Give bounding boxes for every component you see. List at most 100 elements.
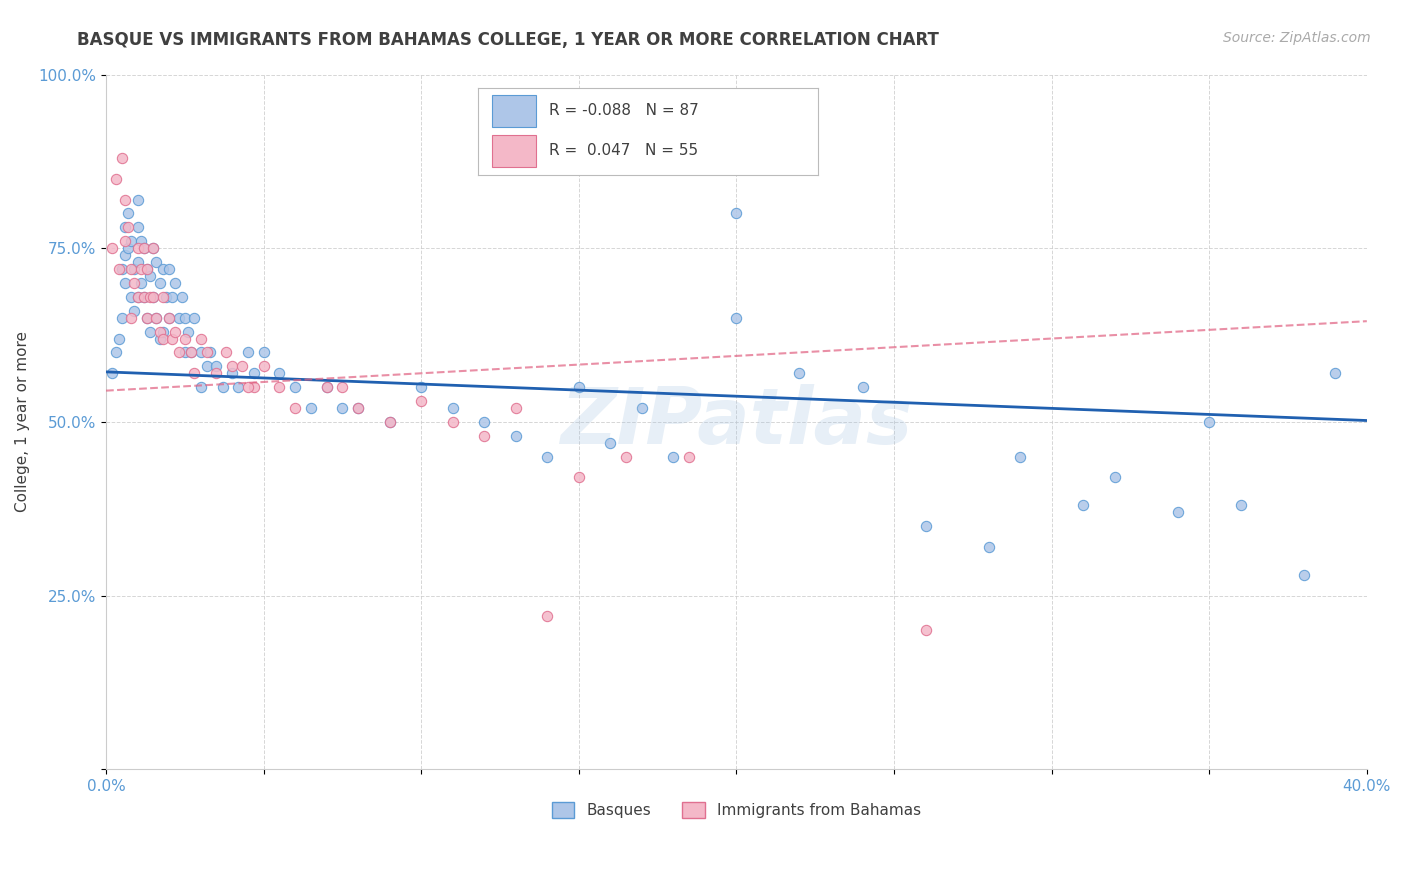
Point [441, 415, 464, 429]
Point [129, 234, 152, 248]
Point [120, 310, 142, 325]
Point [243, 380, 266, 394]
Point [914, 519, 936, 533]
Point [162, 332, 184, 346]
Point [243, 366, 266, 380]
Point [114, 248, 136, 262]
Point [117, 241, 139, 255]
Point [347, 401, 370, 415]
Point [1324, 366, 1347, 380]
Point [378, 415, 401, 429]
Point [347, 401, 370, 415]
Point [183, 366, 205, 380]
Point [124, 262, 146, 277]
Point [139, 290, 162, 304]
Point [142, 290, 165, 304]
Point [472, 415, 495, 429]
Point [114, 276, 136, 290]
Point [101, 241, 124, 255]
Point [149, 276, 172, 290]
Point [1198, 415, 1220, 429]
Point [139, 268, 162, 283]
Point [114, 234, 136, 248]
Point [315, 380, 337, 394]
Point [155, 290, 177, 304]
Point [157, 262, 180, 277]
Point [132, 290, 155, 304]
Point [145, 255, 167, 269]
Point [114, 220, 136, 235]
Point [441, 401, 464, 415]
Point [332, 401, 354, 415]
Point [157, 310, 180, 325]
Point [195, 345, 218, 359]
Text: Source: ZipAtlas.com: Source: ZipAtlas.com [1223, 31, 1371, 45]
Point [1104, 470, 1126, 484]
Point [378, 415, 401, 429]
Point [139, 325, 162, 339]
Point [127, 290, 149, 304]
Point [117, 206, 139, 220]
Point [124, 303, 146, 318]
Point [228, 380, 250, 394]
Point [136, 310, 159, 325]
Point [269, 380, 291, 394]
Point [104, 171, 127, 186]
Point [236, 345, 259, 359]
Legend: Basques, Immigrants from Bahamas: Basques, Immigrants from Bahamas [546, 796, 928, 824]
Point [284, 380, 307, 394]
Point [107, 262, 129, 277]
Point [215, 345, 238, 359]
Point [132, 241, 155, 255]
Point [104, 345, 127, 359]
Point [180, 345, 202, 359]
Point [167, 345, 190, 359]
Point [614, 450, 637, 464]
Point [152, 262, 174, 277]
Point [505, 429, 527, 443]
Point [914, 624, 936, 638]
Point [505, 401, 527, 415]
Point [165, 325, 187, 339]
Point [678, 450, 700, 464]
Point [472, 429, 495, 443]
Point [599, 435, 621, 450]
Point [111, 310, 134, 325]
Point [132, 241, 155, 255]
Point [114, 193, 136, 207]
Point [127, 255, 149, 269]
Point [177, 325, 200, 339]
Point [152, 332, 174, 346]
Point [231, 359, 253, 374]
Point [977, 540, 1000, 554]
Point [253, 359, 276, 374]
Point [173, 310, 195, 325]
Point [120, 290, 142, 304]
Point [173, 332, 195, 346]
Point [269, 366, 291, 380]
Point [315, 380, 337, 394]
Point [195, 359, 218, 374]
Point [284, 401, 307, 415]
Point [117, 220, 139, 235]
Point [536, 450, 558, 464]
Point [211, 380, 233, 394]
Point [162, 290, 184, 304]
Point [167, 310, 190, 325]
Point [129, 276, 152, 290]
Point [236, 380, 259, 394]
Point [631, 401, 654, 415]
Point [111, 262, 134, 277]
Point [180, 345, 202, 359]
Point [205, 366, 228, 380]
Point [190, 332, 212, 346]
Point [152, 290, 174, 304]
Point [127, 220, 149, 235]
Point [725, 206, 748, 220]
Point [198, 345, 221, 359]
Point [127, 193, 149, 207]
Point [411, 380, 433, 394]
Point [299, 401, 322, 415]
Point [124, 276, 146, 290]
Point [120, 234, 142, 248]
